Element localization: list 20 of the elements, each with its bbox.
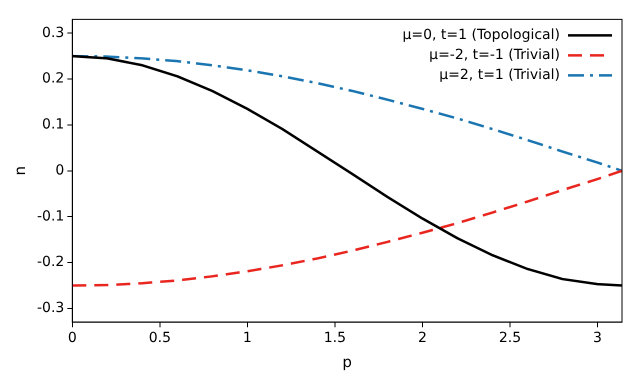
x-tick-label: 3 [593, 330, 602, 346]
x-tick-label: 2.5 [498, 330, 522, 346]
x-axis-title: p [342, 352, 352, 371]
y-axis-title: n [10, 166, 29, 176]
x-tick-label: 0.5 [148, 330, 171, 346]
x-tick-label: 1.5 [324, 330, 346, 346]
legend-label: μ=-2, t=-1 (Trivial) [429, 47, 560, 64]
x-tick-label: 2 [418, 330, 427, 346]
y-tick-label: 0.3 [42, 24, 64, 41]
y-tick-label: 0 [55, 162, 64, 178]
legend-label: μ=2, t=1 (Trivial) [439, 67, 560, 84]
y-tick-label: -0.2 [36, 254, 64, 270]
y-tick-label: -0.1 [36, 208, 64, 224]
y-tick-label: -0.3 [36, 300, 64, 316]
y-tick-label: 0.1 [42, 116, 64, 133]
y-tick-label: 0.2 [42, 70, 64, 87]
legend-label: μ=0, t=1 (Topological) [402, 27, 560, 44]
x-tick-label: 1 [242, 330, 252, 346]
x-tick-label: 0 [68, 330, 77, 346]
line-series [72, 170, 622, 287]
